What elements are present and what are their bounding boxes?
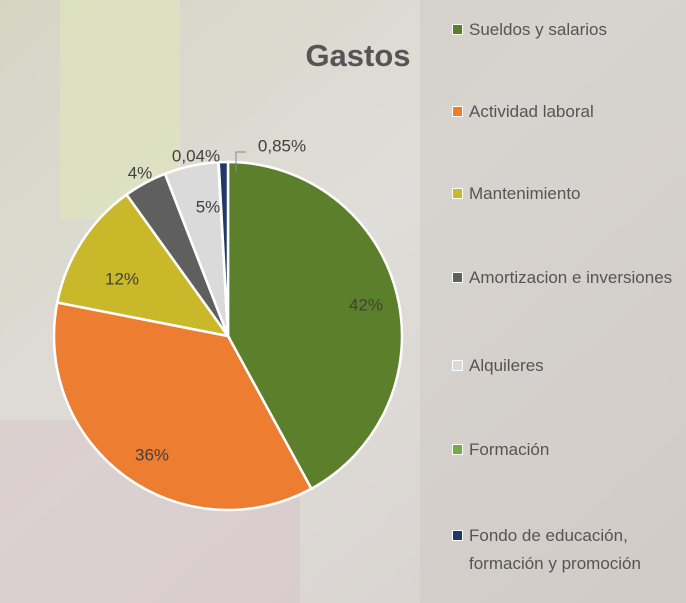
legend-item: Amortizacion e inversiones	[452, 264, 682, 292]
leader-line	[235, 151, 246, 172]
data-label: 0,85%	[258, 136, 306, 155]
legend-swatch	[452, 272, 463, 283]
data-label: 12%	[105, 269, 139, 288]
pie-slice	[52, 301, 314, 512]
background-figure	[420, 0, 686, 603]
data-label: 0,04%	[172, 146, 220, 165]
pie-slice	[226, 160, 404, 491]
legend-swatch	[452, 106, 463, 117]
legend-label: Alquileres	[469, 356, 544, 375]
legend-label: Actividad laboral	[469, 102, 594, 121]
legend-swatch	[452, 360, 463, 371]
legend-swatch	[452, 24, 463, 35]
pie: 42% 36% 12% 4% 5% 0,04% 0,85%	[52, 136, 404, 512]
data-label: 4%	[128, 163, 153, 182]
legend-item: Formación	[452, 436, 682, 464]
legend-item: Mantenimiento	[452, 180, 682, 208]
data-label: 42%	[349, 295, 383, 314]
legend-label: Sueldos y salarios	[469, 20, 607, 39]
legend-item: Actividad laboral	[452, 98, 682, 126]
chart-title: Gastos	[305, 38, 410, 73]
data-label: 5%	[196, 197, 221, 216]
legend-label: Formación	[469, 440, 550, 459]
legend-item: Alquileres	[452, 352, 682, 380]
pie-slice	[55, 192, 231, 338]
legend-label: Amortizacion e inversiones	[469, 268, 673, 287]
legend-label: Fondo de educación, formación y promoció…	[469, 526, 641, 573]
legend-label: Mantenimiento	[469, 184, 581, 203]
legend-item: Sueldos y salarios	[452, 16, 682, 44]
legend-swatch	[452, 444, 463, 455]
data-label: 36%	[135, 445, 169, 464]
legend-swatch	[452, 188, 463, 199]
legend-item: Fondo de educación, formación y promoció…	[452, 522, 682, 578]
pie-slice	[217, 160, 230, 337]
legend-swatch	[452, 530, 463, 541]
